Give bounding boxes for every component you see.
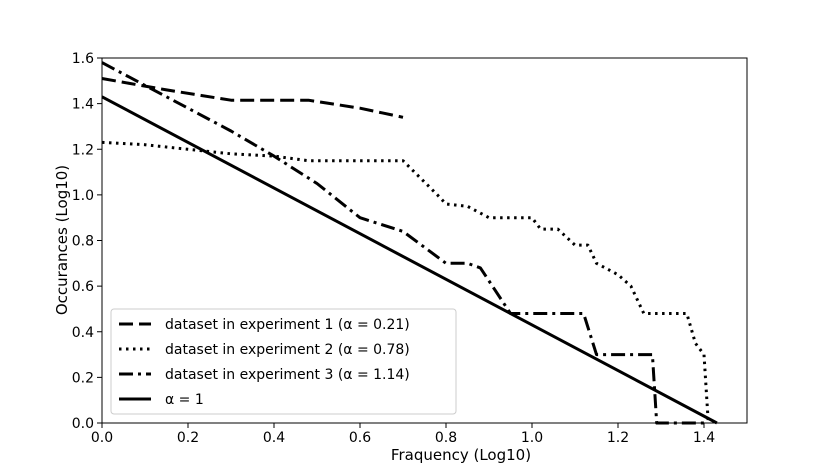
x-tick-label: 0.8: [435, 430, 457, 446]
legend-label-3: dataset in experiment 3 (α = 1.14): [165, 367, 410, 383]
y-tick-label: 0.0: [72, 416, 94, 432]
legend: dataset in experiment 1 (α = 0.21) datase…: [110, 308, 457, 415]
y-tick-label: 1.6: [72, 51, 94, 67]
series-line-3: [101, 61, 709, 425]
y-axis-title: Occurances (Log10): [53, 165, 71, 315]
x-tick-label: 0.2: [177, 430, 199, 446]
legend-label-1: dataset in experiment 1 (α = 0.21): [165, 317, 410, 333]
y-tick-label: 0.8: [72, 234, 94, 250]
legend-label-2: dataset in experiment 2 (α = 0.78): [165, 342, 410, 358]
series-line-1: [101, 77, 404, 119]
y-tick-label: 0.4: [72, 325, 94, 341]
y-tick-label: 0.2: [72, 370, 94, 386]
y-tick-label: 1.2: [72, 142, 94, 158]
y-tick-label: 1.0: [72, 188, 94, 204]
series-line-4: [101, 95, 718, 425]
legend-box: [110, 308, 457, 415]
plot-lines: [101, 61, 718, 425]
x-tick-label: 0.6: [349, 430, 371, 446]
y-tick-label: 1.4: [72, 97, 94, 113]
x-tick-label: 1.0: [521, 430, 543, 446]
y-tick-label: 0.6: [72, 279, 94, 295]
x-tick-label: 1.2: [607, 430, 629, 446]
legend-label-4: α = 1: [165, 392, 204, 408]
x-tick-label: 1.4: [693, 430, 715, 446]
x-axis-title: Fraquency (Log10): [391, 446, 531, 464]
axis-ticks: 0.0 0.2 0.4 0.6 0.8 1.0 1.2 1.4 0.0 0.2 0.4 0.6 0.8 1…: [72, 51, 715, 446]
x-tick-label: 0.0: [91, 430, 113, 446]
x-tick-label: 0.4: [263, 430, 285, 446]
